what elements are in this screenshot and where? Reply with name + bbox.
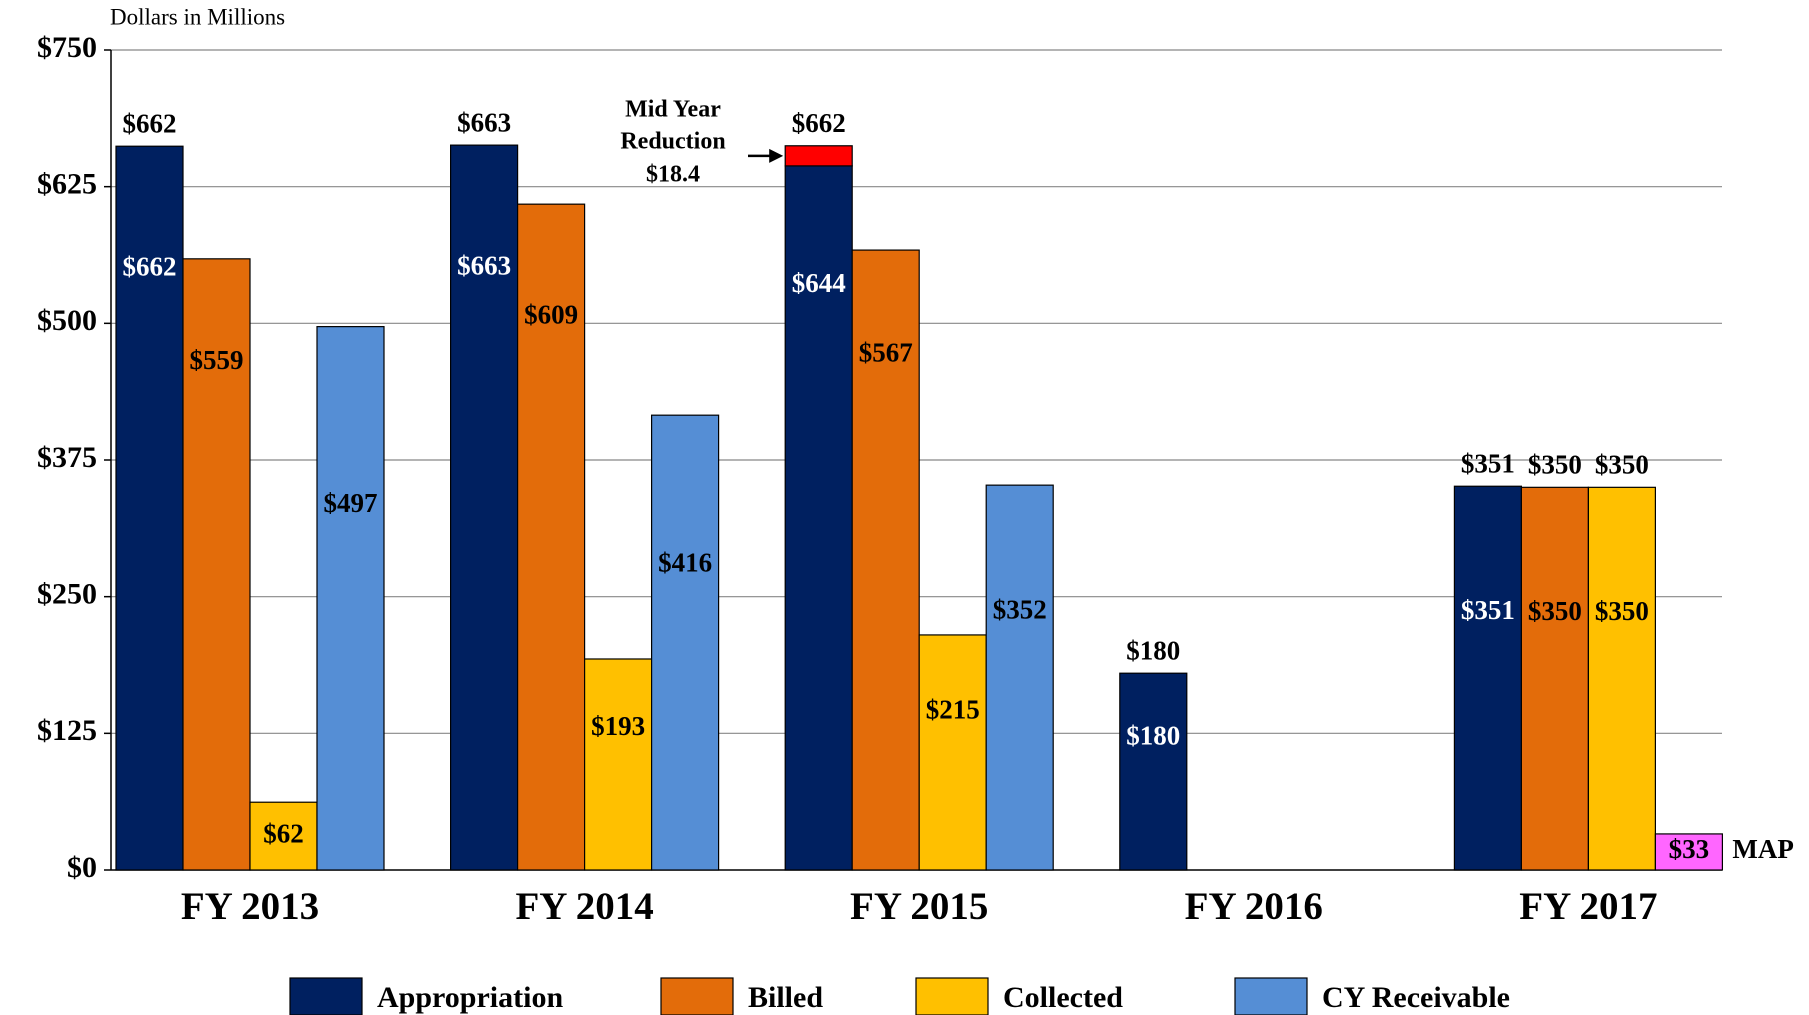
value-label: $180 xyxy=(1126,720,1180,750)
value-label: $62 xyxy=(263,818,304,848)
legend-label: Appropriation xyxy=(377,981,563,1014)
value-label: $350 xyxy=(1595,596,1649,626)
legend-swatch xyxy=(915,977,989,1015)
y-axis-label: Dollars in Millions xyxy=(110,4,285,29)
legend-swatch xyxy=(1234,977,1308,1015)
bar xyxy=(516,203,586,871)
bar xyxy=(650,414,720,871)
bar xyxy=(316,326,385,871)
y-tick-label: $500 xyxy=(37,304,97,337)
bar xyxy=(1587,486,1657,871)
bar xyxy=(1119,672,1188,871)
top-label: $350 xyxy=(1595,450,1649,480)
value-label: $567 xyxy=(859,338,913,368)
bar xyxy=(918,634,987,871)
value-label: $350 xyxy=(1528,596,1582,626)
legend-swatch xyxy=(660,977,734,1015)
top-label: $350 xyxy=(1528,450,1582,480)
x-tick-label: FY 2014 xyxy=(515,885,653,928)
annotation: Reduction xyxy=(620,129,725,155)
value-label: $662 xyxy=(123,251,177,281)
y-tick-label: $0 xyxy=(67,851,97,884)
bar xyxy=(1453,485,1523,871)
legend-swatch xyxy=(289,977,363,1015)
legend-label: CY Receivable xyxy=(1322,981,1510,1014)
value-label: $644 xyxy=(792,268,846,298)
legend-label: Collected xyxy=(1003,981,1123,1014)
top-label: $662 xyxy=(792,108,846,138)
y-tick-label: $625 xyxy=(37,168,97,201)
bar xyxy=(1520,486,1590,871)
point-note: MAP xyxy=(1732,834,1793,864)
bar xyxy=(450,144,519,871)
x-tick-label: FY 2013 xyxy=(181,885,319,928)
bar xyxy=(1654,833,1724,871)
x-tick-label: FY 2015 xyxy=(850,885,988,928)
top-label: $180 xyxy=(1126,635,1180,665)
y-tick-label: $250 xyxy=(37,578,97,611)
top-label: $663 xyxy=(457,107,511,137)
y-tick-label: $375 xyxy=(37,441,97,474)
annotation: $18.4 xyxy=(646,162,700,188)
top-label: $351 xyxy=(1461,448,1515,478)
value-label: $215 xyxy=(926,695,980,725)
annotation: Mid Year xyxy=(625,97,721,123)
bar xyxy=(182,258,251,871)
value-label: $351 xyxy=(1461,595,1515,625)
x-tick-label: FY 2017 xyxy=(1519,885,1657,928)
x-tick-label: FY 2016 xyxy=(1185,885,1323,928)
bar xyxy=(851,249,920,871)
y-tick-label: $750 xyxy=(37,31,97,64)
value-label: $609 xyxy=(524,300,578,330)
value-label: $352 xyxy=(993,594,1047,624)
bar xyxy=(115,145,184,871)
value-label: $559 xyxy=(190,345,244,375)
value-label: $416 xyxy=(658,547,712,577)
y-tick-label: $125 xyxy=(37,714,97,747)
reduction-segment xyxy=(784,145,853,167)
value-label: $193 xyxy=(591,711,645,741)
value-label: $33 xyxy=(1669,834,1710,864)
value-label: $497 xyxy=(324,488,378,518)
top-label: $662 xyxy=(123,108,177,138)
arrow-head xyxy=(769,148,784,163)
value-label: $663 xyxy=(457,251,511,281)
bar xyxy=(985,484,1054,871)
bar xyxy=(784,165,853,871)
legend-label: Billed xyxy=(748,981,823,1014)
bar xyxy=(249,801,318,871)
bar xyxy=(583,658,653,871)
